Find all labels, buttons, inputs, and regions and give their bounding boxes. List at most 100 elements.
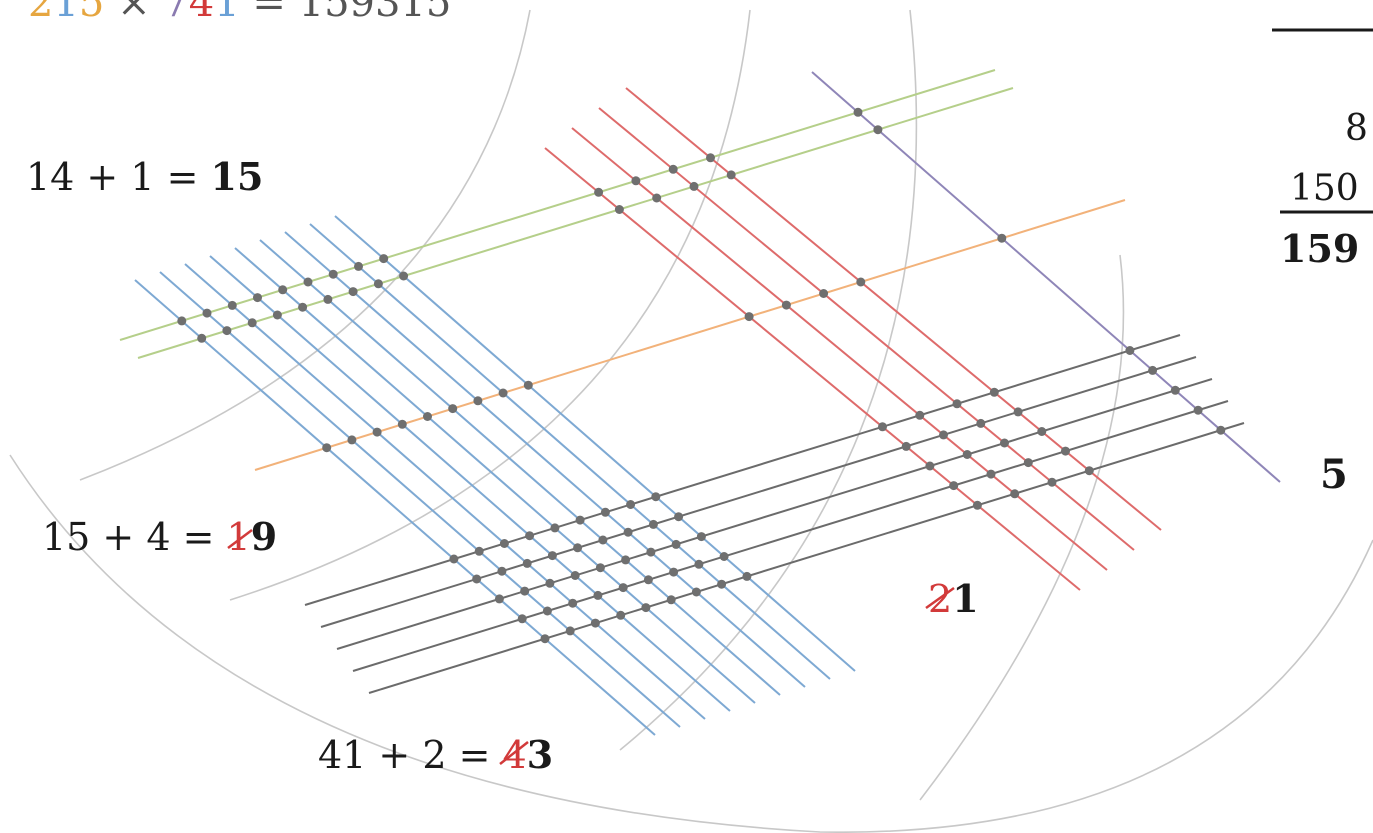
intersection-dot-86 <box>986 469 996 479</box>
intersection-dot-81 <box>646 547 656 557</box>
grouping-arc-2 <box>229 9 751 601</box>
red-line-1 <box>544 147 1081 591</box>
eq-digit-7: 7 <box>163 0 188 26</box>
partial-product-2: 150 <box>1290 168 1359 209</box>
intersection-dot-93 <box>618 583 628 593</box>
red-line-3 <box>598 107 1135 551</box>
intersection-dot-102 <box>1084 466 1094 476</box>
intersection-dot-46 <box>989 387 999 397</box>
intersection-dot-30 <box>781 300 791 310</box>
eq-digit-1: 1 <box>53 0 78 26</box>
intersection-dot-106 <box>616 610 626 620</box>
intersection-dot-91 <box>568 598 578 608</box>
red-line-4 <box>625 87 1162 531</box>
intersection-dot-72 <box>962 450 972 459</box>
purple-line-1 <box>811 71 1281 483</box>
intersection-dot-71 <box>925 461 935 471</box>
intersection-dot-110 <box>717 579 727 589</box>
intersection-dot-68 <box>648 519 658 529</box>
intersection-dot-101 <box>1047 477 1057 487</box>
intersection-dot-21 <box>247 318 257 328</box>
equation-text: 215 × 741 = 159315 <box>28 0 451 26</box>
intersection-dot-12 <box>354 261 363 271</box>
intersection-dot-29 <box>744 312 754 322</box>
intersection-dot-74 <box>1037 427 1047 436</box>
sum-3-digit: 3 <box>527 732 553 777</box>
sum-1-result: 15 <box>211 154 264 199</box>
sum-3-struck-digit: 4 <box>503 733 527 777</box>
sum-3-expression: 41 + 2 = <box>318 733 503 777</box>
intersection-dot-55 <box>651 492 661 502</box>
intersection-dot-35 <box>372 427 382 437</box>
intersection-dot-36 <box>397 419 407 429</box>
intersection-dot-112 <box>1216 425 1226 435</box>
final-total: 159 <box>1280 226 1359 271</box>
intersection-dot-61 <box>472 574 482 584</box>
intersection-dot-27 <box>399 271 409 281</box>
gray-line-2 <box>320 356 1197 628</box>
blue-line-5 <box>234 247 756 704</box>
blue-line-6 <box>259 239 781 696</box>
eq-times: × <box>104 0 163 26</box>
gray-line-4 <box>352 400 1229 672</box>
intersection-dot-79 <box>595 563 605 573</box>
intersection-dot-22 <box>272 310 282 320</box>
orange-line-1 <box>254 199 1126 471</box>
grouping-arc-3 <box>619 9 918 751</box>
intersection-dot-5 <box>177 316 187 326</box>
intersection-dot-8 <box>253 293 262 303</box>
intersection-dot-31 <box>819 289 829 298</box>
intersection-dot-54 <box>626 500 636 509</box>
intersection-dot-14 <box>853 107 863 117</box>
intersection-dot-98 <box>1193 405 1203 415</box>
intersection-dot-38 <box>448 404 458 414</box>
intersection-dot-57 <box>901 441 911 451</box>
eq-digit-2: 2 <box>28 0 53 26</box>
sum-4-digit: 1 <box>952 576 978 621</box>
intersection-dot-40 <box>498 388 508 398</box>
intersection-dot-109 <box>691 587 701 597</box>
intersection-dot-56 <box>1125 346 1135 355</box>
intersection-dot-18 <box>726 170 736 180</box>
intersection-dot-64 <box>547 551 557 561</box>
sum-2-digit: 9 <box>251 514 277 559</box>
intersection-dot-26 <box>373 279 383 289</box>
intersection-dot-58 <box>939 430 948 440</box>
intersection-dot-28 <box>873 125 883 135</box>
intersection-dot-103 <box>540 634 550 644</box>
intersection-dot-33 <box>322 443 332 453</box>
intersection-dot-1 <box>594 187 604 197</box>
sum-2-expression: 15 + 4 = <box>42 515 227 559</box>
red-line-2 <box>571 127 1108 571</box>
eq-digit-4: 4 <box>189 0 214 26</box>
intersection-dot-83 <box>696 532 706 542</box>
gray-line-3 <box>336 378 1213 650</box>
intersection-dot-96 <box>694 559 704 569</box>
intersection-dot-7 <box>227 300 237 310</box>
sum-41-plus-2: 41 + 2 = 43 <box>318 732 553 777</box>
intersection-dot-48 <box>474 546 484 556</box>
grouping-arc-1 <box>79 9 531 481</box>
intersection-dot-4 <box>706 153 715 163</box>
blue-line-7 <box>284 231 806 688</box>
intersection-dot-44 <box>915 410 925 420</box>
blue-line-1 <box>134 279 656 736</box>
intersection-dot-100 <box>1010 489 1020 499</box>
units-digit-5: 5 <box>1320 451 1348 498</box>
intersection-dot-89 <box>517 614 527 624</box>
sum-15-plus-4: 15 + 4 = 19 <box>42 514 277 559</box>
intersection-dot-25 <box>348 287 358 297</box>
intersection-dot-32 <box>856 277 866 287</box>
intersection-dot-78 <box>570 571 580 580</box>
intersection-dot-90 <box>542 606 552 616</box>
intersection-dot-2 <box>631 176 641 186</box>
gray-line-5 <box>368 422 1245 694</box>
intersection-dot-13 <box>379 254 389 264</box>
intersection-dot-65 <box>573 543 583 553</box>
intersection-dot-77 <box>545 578 555 588</box>
sum-21: 21 <box>928 576 979 621</box>
intersection-dot-3 <box>668 164 678 174</box>
sum-2-strike-mark <box>227 529 253 549</box>
blue-line-2 <box>159 271 681 728</box>
